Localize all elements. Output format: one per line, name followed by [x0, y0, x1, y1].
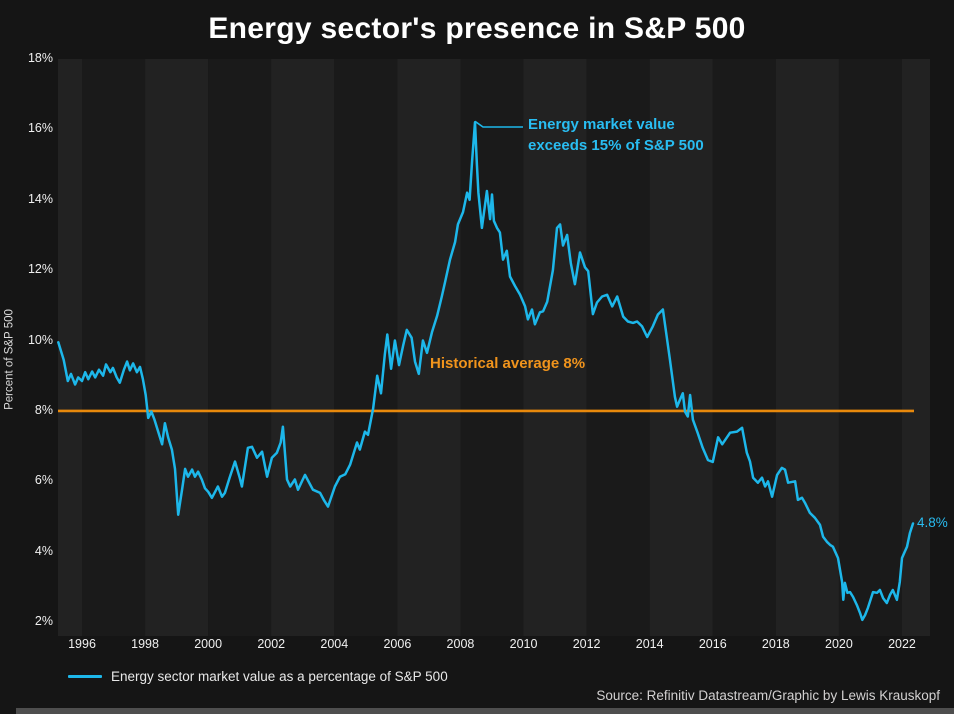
- last-value-label: 4.8%: [917, 515, 948, 530]
- plot-band: [208, 59, 272, 636]
- plot-band: [712, 59, 776, 636]
- y-tick-label: 4%: [34, 543, 53, 558]
- y-tick-label: 2%: [34, 614, 53, 628]
- peak-annotation: Energy market value exceeds 15% of S&P 5…: [528, 114, 704, 156]
- y-tick-label: 8%: [34, 402, 53, 417]
- x-tick-label: 2020: [825, 637, 853, 651]
- x-tick-label: 2008: [446, 637, 475, 651]
- y-tick-label: 18%: [27, 51, 53, 65]
- x-tick-label: 1996: [68, 637, 96, 651]
- legend-series-label: Energy sector market value as a percenta…: [111, 669, 448, 684]
- legend-line-swatch: [68, 675, 102, 678]
- peak-annotation-line1: Energy market value: [528, 116, 675, 133]
- plot-band: [649, 59, 713, 636]
- x-tick-label: 2004: [320, 637, 349, 651]
- x-tick-label: 2014: [635, 637, 664, 651]
- x-tick-label: 2002: [257, 637, 286, 651]
- plot-band: [838, 59, 902, 636]
- y-tick-label: 16%: [27, 121, 53, 136]
- plot-band: [586, 59, 650, 636]
- peak-annotation-line2: exceeds 15% of S&P 500: [528, 137, 704, 154]
- plot-band: [58, 59, 82, 636]
- x-tick-label: 1998: [131, 637, 159, 651]
- x-tick-label: 2016: [698, 637, 727, 651]
- plot-band: [460, 59, 524, 636]
- x-tick-label: 2006: [383, 637, 412, 651]
- window-bottom-edge: [16, 708, 954, 714]
- plot-band: [271, 59, 335, 636]
- source-credit: Source: Refinitiv Datastream/Graphic by …: [596, 688, 940, 703]
- y-tick-label: 10%: [27, 332, 53, 347]
- x-tick-label: 2010: [509, 637, 538, 651]
- y-tick-label: 14%: [27, 191, 53, 206]
- x-tick-label: 2012: [572, 637, 601, 651]
- plot-band: [775, 59, 839, 636]
- plot-band: [82, 59, 146, 636]
- y-tick-label: 6%: [34, 473, 53, 488]
- page-title: Energy sector's presence in S&P 500: [208, 12, 746, 45]
- energy-line: [57, 121, 915, 622]
- y-tick-label: 12%: [27, 262, 53, 277]
- plot-band: [145, 59, 209, 636]
- plot-band: [902, 59, 930, 636]
- plot-band: [523, 59, 587, 636]
- legend: Energy sector market value as a percenta…: [68, 669, 448, 684]
- x-tick-label: 2022: [888, 637, 916, 651]
- x-tick-label: 2018: [761, 637, 790, 651]
- x-tick-label: 2000: [194, 637, 223, 651]
- annotation-connector-line: [474, 120, 523, 128]
- average-annotation: Historical average 8%: [430, 355, 586, 372]
